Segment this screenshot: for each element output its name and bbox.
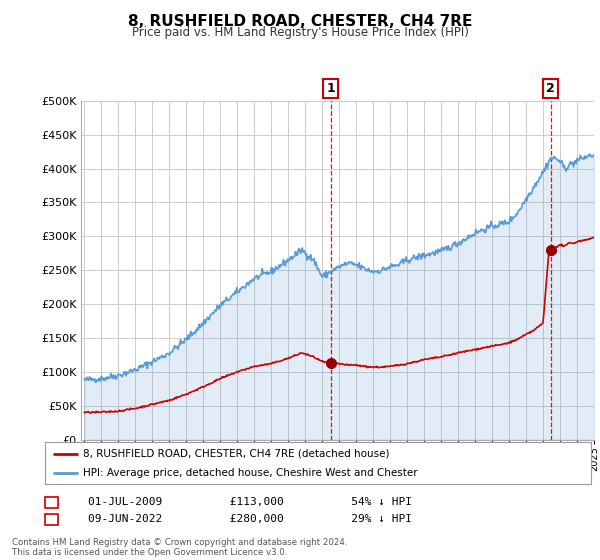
Text: 1: 1 [326,82,335,95]
Text: 1: 1 [48,497,55,507]
Text: 01-JUL-2009          £113,000          54% ↓ HPI: 01-JUL-2009 £113,000 54% ↓ HPI [61,497,412,507]
Text: HPI: Average price, detached house, Cheshire West and Chester: HPI: Average price, detached house, Ches… [83,468,418,478]
Text: Price paid vs. HM Land Registry's House Price Index (HPI): Price paid vs. HM Land Registry's House … [131,26,469,39]
Text: 09-JUN-2022          £280,000          29% ↓ HPI: 09-JUN-2022 £280,000 29% ↓ HPI [61,514,412,524]
Text: 2: 2 [546,82,555,95]
Text: 2: 2 [48,514,55,524]
Text: 8, RUSHFIELD ROAD, CHESTER, CH4 7RE: 8, RUSHFIELD ROAD, CHESTER, CH4 7RE [128,14,472,29]
Text: 8, RUSHFIELD ROAD, CHESTER, CH4 7RE (detached house): 8, RUSHFIELD ROAD, CHESTER, CH4 7RE (det… [83,449,390,459]
Text: Contains HM Land Registry data © Crown copyright and database right 2024.
This d: Contains HM Land Registry data © Crown c… [12,538,347,557]
